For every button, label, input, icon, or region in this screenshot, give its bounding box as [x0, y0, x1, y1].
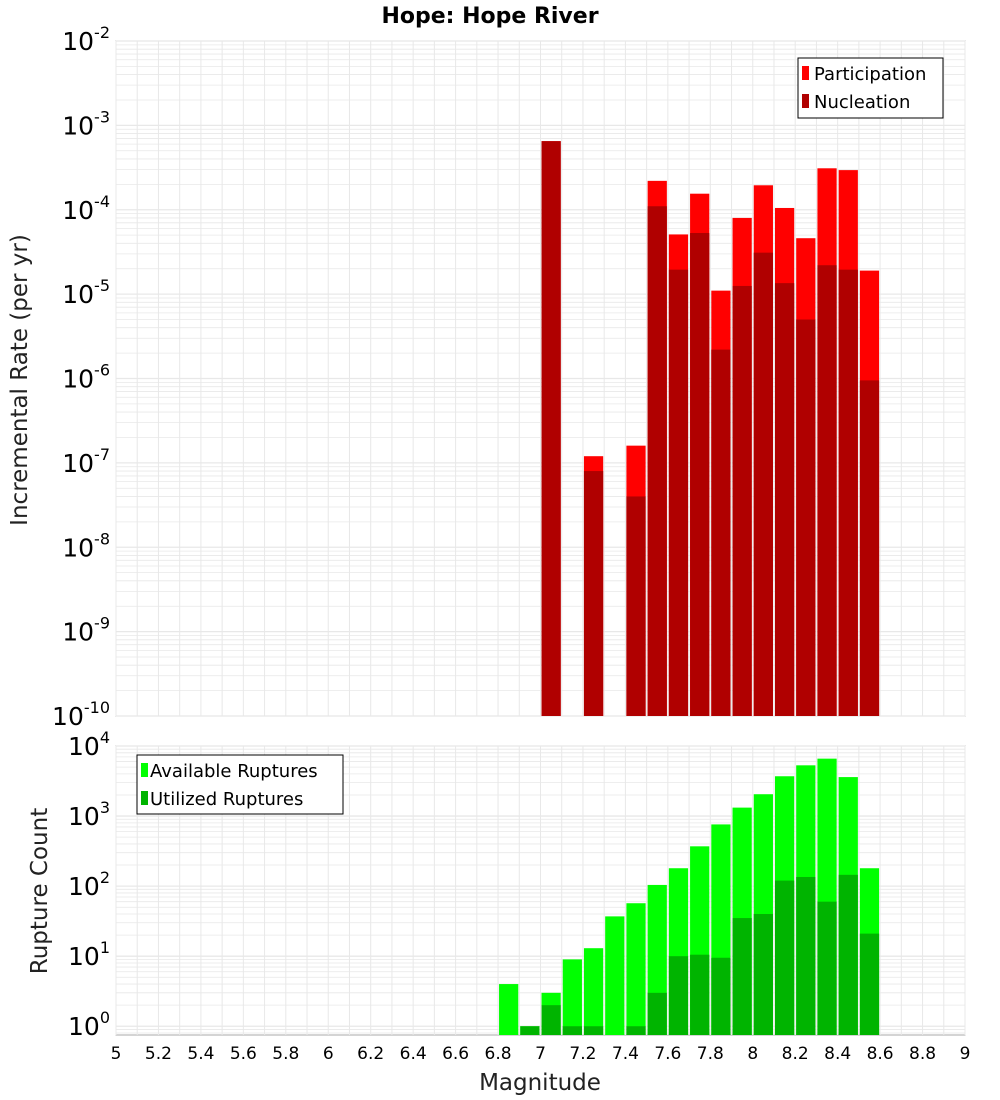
x-tick-label: 6.6 — [442, 1044, 469, 1064]
y-tick-label: 10-5 — [62, 276, 110, 309]
x-axis-label: Magnitude — [479, 1070, 601, 1096]
bar-nucleation — [753, 252, 773, 716]
legend-swatch-participation — [802, 66, 809, 80]
x-tick-label: 7.4 — [612, 1044, 639, 1064]
x-ticks: 5 5.2 5.4 5.6 5.8 6 6.2 6.4 6.6 6.8 7 7.2 7.4 7.6 7.8 8… — [111, 1044, 971, 1064]
bar-nucleation — [626, 496, 646, 716]
y-tick-label: 101 — [68, 938, 110, 971]
top-panel: 10-10 10-9 10-8 10-7 10-6 10-5 10-4 10-3 10-2 In… — [7, 23, 966, 731]
x-tick-label: 7.8 — [697, 1044, 724, 1064]
x-tick-label: 6.4 — [400, 1044, 427, 1064]
y-tick-label: 10-7 — [62, 445, 110, 478]
x-tick-label: 8.8 — [909, 1044, 936, 1064]
bar-utilized-ruptures — [753, 914, 773, 1035]
bar-nucleation — [541, 141, 561, 717]
y-tick-label: 103 — [68, 798, 110, 831]
bottom-y-axis-label: Rupture Count — [27, 808, 53, 974]
y-tick-label: 104 — [68, 728, 110, 761]
legend-label-available: Available Ruptures — [150, 761, 318, 782]
x-tick-label: 5.2 — [145, 1044, 172, 1064]
bar-nucleation — [668, 269, 689, 716]
x-tick-label: 5.4 — [187, 1044, 214, 1064]
legend-label-participation: Participation — [814, 64, 926, 85]
bottom-bars — [499, 758, 880, 1035]
top-legend: Participation Nucleation — [797, 57, 944, 119]
x-tick-label: 8 — [747, 1044, 758, 1064]
bar-available-ruptures — [605, 916, 625, 1035]
bar-utilized-ruptures — [838, 874, 858, 1035]
y-tick-label: 100 — [68, 1008, 110, 1041]
bar-nucleation — [817, 265, 837, 716]
top-bars — [541, 141, 880, 717]
bar-nucleation — [583, 471, 604, 716]
y-tick-label: 10-4 — [62, 192, 110, 225]
x-tick-label: 8.6 — [867, 1044, 894, 1064]
x-tick-label: 7.2 — [569, 1044, 596, 1064]
chart-title: Hope: Hope River — [381, 4, 598, 29]
bar-nucleation — [838, 269, 858, 716]
x-tick-label: 9 — [960, 1044, 971, 1064]
x-tick-label: 5.8 — [272, 1044, 299, 1064]
x-tick-label: 7.6 — [654, 1044, 681, 1064]
bar-available-ruptures — [499, 984, 519, 1035]
legend-label-utilized: Utilized Ruptures — [150, 789, 303, 810]
x-tick-label: 8.4 — [824, 1044, 851, 1064]
top-grid — [115, 40, 966, 717]
y-tick-label: 10-8 — [62, 529, 110, 562]
bar-utilized-ruptures — [732, 918, 752, 1035]
bar-utilized-ruptures — [774, 880, 795, 1035]
bar-available-ruptures — [626, 903, 646, 1035]
x-tick-label: 6 — [323, 1044, 334, 1064]
x-tick-label: 5 — [111, 1044, 122, 1064]
legend-swatch-utilized — [141, 791, 148, 805]
bar-utilized-ruptures — [583, 1026, 604, 1035]
bar-nucleation — [796, 319, 816, 716]
bar-nucleation — [690, 233, 710, 716]
bar-utilized-ruptures — [796, 876, 816, 1035]
top-y-axis-label: Incremental Rate (per yr) — [7, 234, 33, 526]
x-tick-label: 7 — [535, 1044, 546, 1064]
bar-nucleation — [774, 283, 795, 716]
y-tick-label: 10-2 — [62, 23, 110, 56]
y-tick-label: 10-9 — [62, 614, 110, 647]
bar-utilized-ruptures — [626, 1026, 646, 1035]
x-tick-label: 8.2 — [782, 1044, 809, 1064]
bar-nucleation — [647, 206, 667, 716]
x-tick-label: 6.8 — [485, 1044, 512, 1064]
bottom-legend-box — [136, 754, 344, 815]
bar-utilized-ruptures — [541, 1005, 561, 1035]
bottom-legend: Available Ruptures Utilized Ruptures — [136, 754, 344, 815]
bar-utilized-ruptures — [562, 1026, 582, 1035]
bar-nucleation — [732, 285, 752, 716]
bar-utilized-ruptures — [668, 956, 689, 1035]
y-tick-label: 10-10 — [52, 698, 110, 731]
bar-nucleation — [711, 349, 731, 716]
bar-utilized-ruptures — [817, 901, 837, 1035]
x-tick-label: 5.6 — [230, 1044, 257, 1064]
bar-available-ruptures — [562, 959, 582, 1035]
bottom-y-ticks: 100 101 102 103 104 — [68, 728, 110, 1041]
top-y-ticks: 10-10 10-9 10-8 10-7 10-6 10-5 10-4 10-3 10-2 — [52, 23, 110, 731]
legend-label-nucleation: Nucleation — [814, 92, 910, 113]
bar-available-ruptures — [583, 948, 604, 1035]
bottom-panel: 100 101 102 103 104 5 5.2 5.4 5.6 5.8 6 6.2 6.4 6.6 6… — [27, 728, 970, 1096]
bar-nucleation — [859, 380, 880, 716]
legend-swatch-available — [141, 763, 148, 777]
y-tick-label: 10-3 — [62, 107, 110, 140]
bar-utilized-ruptures — [520, 1026, 540, 1035]
bar-utilized-ruptures — [711, 957, 731, 1035]
bar-utilized-ruptures — [647, 992, 667, 1035]
top-legend-box — [797, 57, 944, 119]
bar-utilized-ruptures — [690, 954, 710, 1035]
x-tick-label: 6.2 — [357, 1044, 384, 1064]
bar-utilized-ruptures — [859, 933, 880, 1035]
y-tick-label: 102 — [68, 868, 110, 901]
legend-swatch-nucleation — [802, 94, 809, 108]
y-tick-label: 10-6 — [62, 361, 110, 394]
